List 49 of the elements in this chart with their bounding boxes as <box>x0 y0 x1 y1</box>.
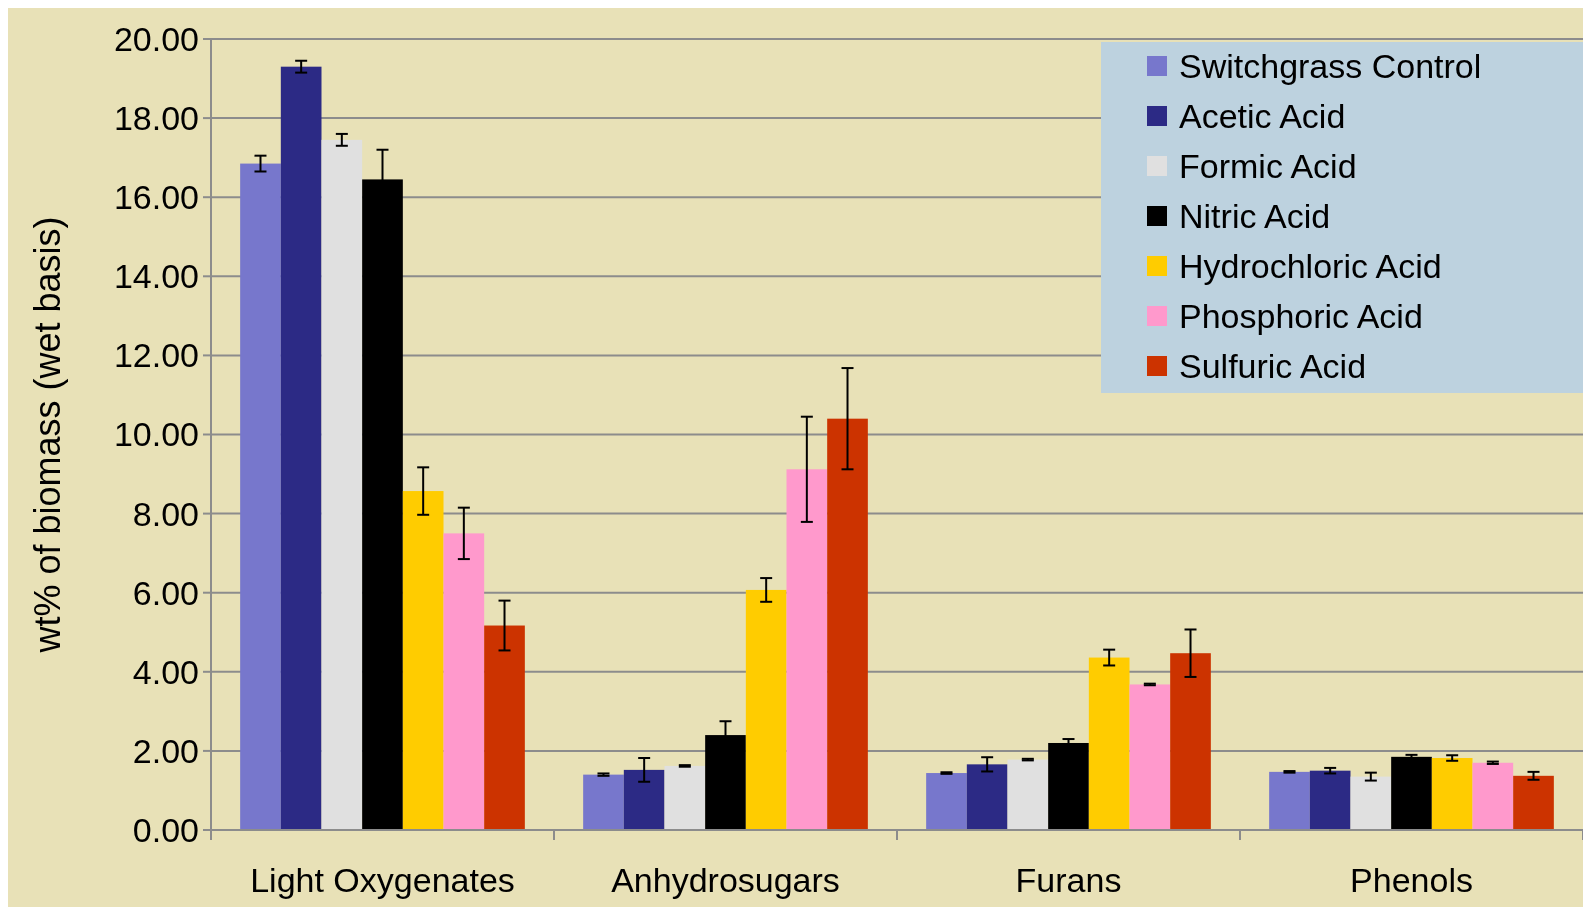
x-tick-label: Anhydrosugars <box>611 861 840 899</box>
bar <box>664 765 706 830</box>
bar <box>926 773 967 830</box>
y-tick-label: 0.00 <box>132 810 199 849</box>
bar <box>827 418 868 830</box>
y-tick-label: 18.00 <box>113 99 199 137</box>
bar <box>1513 775 1554 830</box>
bar <box>623 769 665 830</box>
y-tick-label: 6.00 <box>132 573 199 612</box>
bar <box>443 533 485 830</box>
x-tick-label: Light Oxygenates <box>250 861 515 899</box>
bar <box>321 139 363 830</box>
y-tick-label: 20.00 <box>113 19 199 58</box>
bar <box>1391 756 1432 830</box>
bar <box>745 589 787 830</box>
x-tick-label: Phenols <box>1350 861 1473 899</box>
y-tick-label: 12.00 <box>113 336 199 375</box>
legend-label: Phosphoric Acid <box>1179 296 1423 335</box>
legend-label: Sulfuric Acid <box>1179 346 1367 385</box>
bar <box>240 163 281 830</box>
x-tick-label: Furans <box>1015 861 1122 899</box>
bar <box>1431 758 1473 830</box>
bar <box>786 469 828 830</box>
legend-label: Formic Acid <box>1179 146 1357 185</box>
y-tick-label: 14.00 <box>113 257 199 296</box>
y-tick-label: 4.00 <box>132 652 199 691</box>
bar <box>1170 653 1211 830</box>
bar <box>402 491 444 830</box>
y-tick-label: 8.00 <box>132 494 199 533</box>
bar <box>966 764 1008 830</box>
bar <box>1088 657 1130 830</box>
legend-label: Acetic Acid <box>1179 96 1346 135</box>
legend-label: Nitric Acid <box>1179 196 1331 235</box>
y-tick-label: 16.00 <box>113 178 199 217</box>
bar <box>484 625 525 830</box>
bar <box>1472 762 1514 830</box>
y-tick-label: 2.00 <box>132 731 199 770</box>
y-tick-label: 10.00 <box>113 415 199 454</box>
bar <box>1007 759 1049 830</box>
legend-label: Hydrochloric Acid <box>1179 246 1442 285</box>
bar <box>1269 771 1310 830</box>
legend-label: Switchgrass Control <box>1179 46 1482 85</box>
bar <box>280 66 322 830</box>
bar <box>583 774 624 830</box>
bar <box>1129 684 1171 830</box>
bar <box>1048 742 1089 830</box>
bar <box>1350 776 1392 830</box>
bar <box>1309 770 1351 830</box>
y-axis-title: wt% of biomass (wet basis) <box>27 216 68 654</box>
